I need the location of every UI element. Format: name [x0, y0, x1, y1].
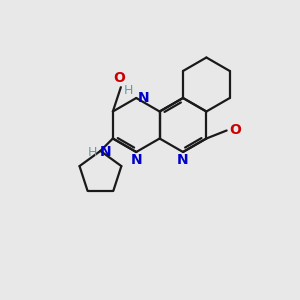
- Text: N: N: [138, 91, 150, 105]
- Text: N: N: [130, 153, 142, 167]
- Text: O: O: [113, 71, 125, 85]
- Text: N: N: [100, 146, 112, 160]
- Text: H: H: [88, 146, 97, 159]
- Text: H: H: [124, 84, 133, 97]
- Text: N: N: [177, 153, 189, 167]
- Text: O: O: [230, 124, 242, 137]
